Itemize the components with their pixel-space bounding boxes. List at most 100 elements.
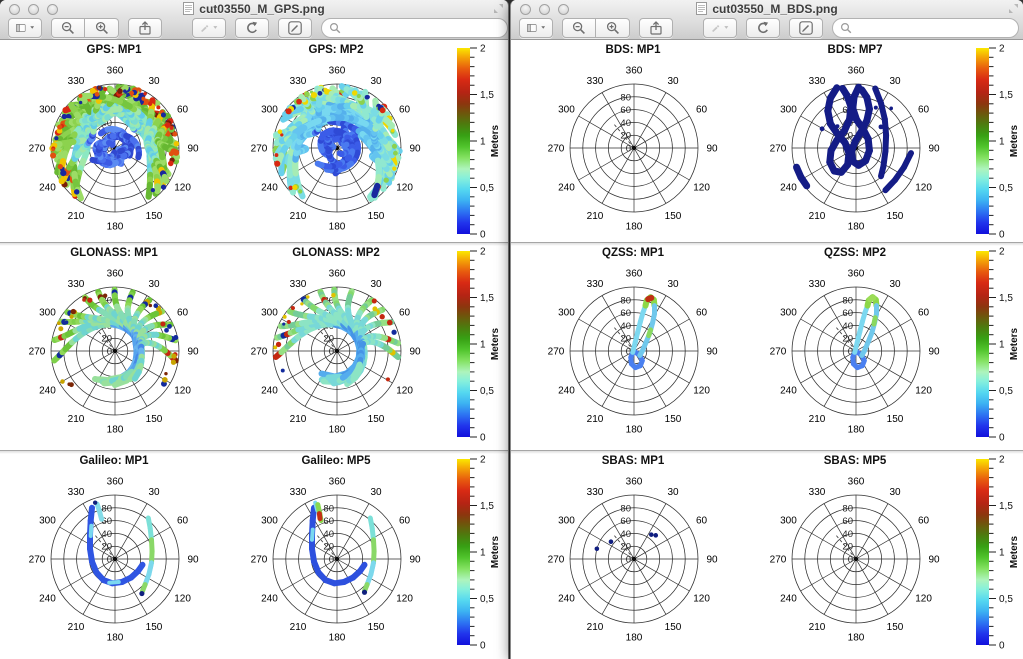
share-button[interactable] bbox=[639, 17, 673, 38]
zoom-out-button[interactable] bbox=[562, 17, 596, 38]
sidebar-icon bbox=[16, 23, 26, 32]
svg-text:240: 240 bbox=[39, 594, 56, 605]
svg-text:Meters: Meters bbox=[1009, 327, 1020, 360]
rotate-left-button[interactable] bbox=[746, 17, 780, 38]
svg-text:270: 270 bbox=[251, 144, 268, 155]
close-button[interactable] bbox=[520, 4, 531, 15]
colorbar: 0 0,5 1 1,5 2 Meters bbox=[449, 451, 505, 659]
toolbar bbox=[511, 16, 1023, 39]
zoom-in-button[interactable] bbox=[85, 17, 119, 38]
svg-text:1,5: 1,5 bbox=[480, 501, 494, 512]
zoom-button[interactable] bbox=[558, 4, 569, 15]
svg-text:120: 120 bbox=[174, 594, 191, 605]
svg-text:0,5: 0,5 bbox=[999, 386, 1013, 397]
svg-text:2: 2 bbox=[999, 455, 1005, 466]
minimize-button[interactable] bbox=[28, 4, 39, 15]
svg-text:120: 120 bbox=[915, 386, 932, 397]
svg-text:90: 90 bbox=[187, 144, 199, 155]
svg-text:80: 80 bbox=[323, 295, 334, 306]
svg-text:60: 60 bbox=[842, 516, 853, 527]
close-button[interactable] bbox=[9, 4, 20, 15]
svg-text:40: 40 bbox=[620, 118, 631, 129]
search-input[interactable] bbox=[345, 20, 500, 35]
svg-text:30: 30 bbox=[148, 487, 160, 498]
svg-text:360: 360 bbox=[107, 477, 124, 488]
svg-text:20: 20 bbox=[620, 131, 631, 142]
rotate-left-icon bbox=[247, 21, 258, 33]
svg-text:90: 90 bbox=[187, 555, 199, 566]
markup-toolbar-button[interactable] bbox=[278, 17, 312, 38]
svg-text:270: 270 bbox=[548, 555, 565, 566]
view-menu-button[interactable] bbox=[8, 17, 42, 38]
view-menu-button[interactable] bbox=[519, 17, 553, 38]
plot-row: GPS: MP1 360 30 60 90 120 150 180 210 240 270 300 33… bbox=[0, 40, 508, 242]
window-title: cut03550_M_BDS.png bbox=[712, 1, 838, 16]
preview-window-gps: cut03550_M_GPS.png bbox=[0, 0, 509, 659]
svg-text:300: 300 bbox=[780, 105, 797, 116]
svg-text:150: 150 bbox=[146, 211, 163, 222]
skyplot-sbas-mp5: SBAS: MP5 360 30 60 90 120 150 180 210 240 270 300 3… bbox=[744, 451, 966, 659]
svg-text:330: 330 bbox=[68, 76, 85, 87]
share-button[interactable] bbox=[128, 17, 162, 38]
svg-text:210: 210 bbox=[290, 622, 307, 633]
svg-text:60: 60 bbox=[323, 516, 334, 527]
zoom-in-button[interactable] bbox=[596, 17, 630, 38]
chevron-down-icon bbox=[213, 26, 218, 29]
annotate-button[interactable] bbox=[192, 17, 226, 38]
svg-text:60: 60 bbox=[620, 308, 631, 319]
share-icon bbox=[650, 20, 662, 35]
svg-text:330: 330 bbox=[587, 76, 604, 87]
svg-text:20: 20 bbox=[842, 334, 853, 345]
search-field[interactable] bbox=[321, 17, 508, 38]
search-field[interactable] bbox=[832, 17, 1019, 38]
svg-text:240: 240 bbox=[558, 386, 575, 397]
svg-text:360: 360 bbox=[329, 66, 346, 77]
svg-text:90: 90 bbox=[706, 555, 718, 566]
zoom-out-button[interactable] bbox=[51, 17, 85, 38]
image-content-gps: GPS: MP1 360 30 60 90 120 150 180 210 240 270 300 33… bbox=[0, 40, 508, 659]
toolbar bbox=[0, 16, 508, 39]
zoom-button[interactable] bbox=[47, 4, 58, 15]
svg-text:360: 360 bbox=[848, 66, 865, 77]
svg-text:0: 0 bbox=[999, 641, 1005, 652]
svg-text:0: 0 bbox=[626, 555, 631, 566]
svg-text:Meters: Meters bbox=[1009, 124, 1020, 157]
svg-text:90: 90 bbox=[928, 347, 940, 358]
plot-title: QZSS: MP1 bbox=[602, 247, 664, 259]
skyplot-bds-mp1: BDS: MP1 360 30 60 90 120 150 180 210 240 270 300 33… bbox=[522, 40, 744, 242]
markup-pencil-icon bbox=[288, 20, 302, 35]
svg-text:330: 330 bbox=[290, 279, 307, 290]
annotate-button[interactable] bbox=[703, 17, 737, 38]
svg-text:330: 330 bbox=[290, 487, 307, 498]
chevron-down-icon bbox=[29, 26, 34, 29]
svg-text:210: 210 bbox=[809, 211, 826, 222]
svg-text:60: 60 bbox=[177, 308, 189, 319]
rotate-left-button[interactable] bbox=[235, 17, 269, 38]
svg-text:90: 90 bbox=[706, 347, 718, 358]
svg-text:150: 150 bbox=[146, 622, 163, 633]
fullscreen-icon[interactable] bbox=[1008, 3, 1019, 14]
plot-title: GPS: MP1 bbox=[86, 44, 142, 56]
skyplot-glonass-mp2: GLONASS: MP2 360 30 60 90 120 150 180 210 240 270 3… bbox=[225, 243, 447, 450]
plot-row: SBAS: MP1 360 30 60 90 120 150 180 210 240 270 300 3… bbox=[511, 450, 1023, 659]
search-input[interactable] bbox=[856, 20, 1011, 35]
svg-text:330: 330 bbox=[587, 487, 604, 498]
svg-text:30: 30 bbox=[667, 76, 679, 87]
svg-text:180: 180 bbox=[848, 425, 865, 436]
markup-toolbar-button[interactable] bbox=[789, 17, 823, 38]
fullscreen-icon[interactable] bbox=[493, 3, 504, 14]
svg-text:360: 360 bbox=[848, 477, 865, 488]
svg-text:2: 2 bbox=[999, 247, 1005, 258]
svg-text:40: 40 bbox=[620, 321, 631, 332]
svg-text:270: 270 bbox=[251, 347, 268, 358]
svg-text:0,5: 0,5 bbox=[999, 594, 1013, 605]
svg-text:300: 300 bbox=[39, 516, 56, 527]
window-controls bbox=[9, 4, 58, 15]
minimize-button[interactable] bbox=[539, 4, 550, 15]
svg-text:0: 0 bbox=[329, 555, 334, 566]
svg-text:210: 210 bbox=[809, 414, 826, 425]
svg-text:330: 330 bbox=[809, 76, 826, 87]
svg-text:330: 330 bbox=[587, 279, 604, 290]
colorbar: 0 0,5 1 1,5 2 Meters bbox=[968, 40, 1023, 242]
window-controls bbox=[520, 4, 569, 15]
